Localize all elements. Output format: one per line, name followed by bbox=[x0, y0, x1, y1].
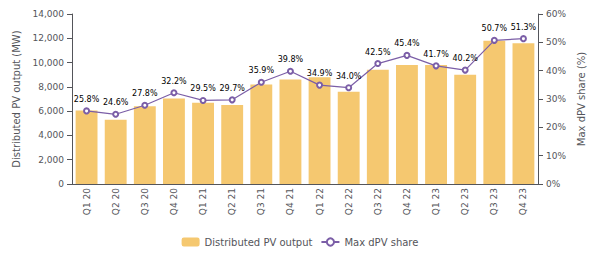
svg-text:35.9%: 35.9% bbox=[249, 66, 275, 75]
svg-text:30%: 30% bbox=[546, 94, 566, 104]
svg-text:6,000: 6,000 bbox=[38, 106, 64, 116]
svg-text:50.7%: 50.7% bbox=[482, 24, 508, 33]
svg-text:42.5%: 42.5% bbox=[365, 48, 391, 57]
svg-text:40.2%: 40.2% bbox=[452, 54, 478, 63]
svg-text:27.8%: 27.8% bbox=[132, 89, 158, 98]
svg-text:Q3 22: Q3 22 bbox=[373, 188, 383, 215]
svg-text:40%: 40% bbox=[546, 66, 566, 76]
svg-text:34.9%: 34.9% bbox=[307, 69, 333, 78]
svg-text:50%: 50% bbox=[546, 37, 566, 47]
svg-text:Q2 20: Q2 20 bbox=[111, 188, 121, 215]
svg-text:29.7%: 29.7% bbox=[219, 84, 245, 93]
svg-text:Q3 21: Q3 21 bbox=[256, 188, 266, 215]
svg-text:25.8%: 25.8% bbox=[74, 95, 100, 104]
svg-text:Q2 23: Q2 23 bbox=[460, 188, 470, 215]
svg-text:Q3 23: Q3 23 bbox=[489, 188, 499, 215]
svg-text:Q1 20: Q1 20 bbox=[82, 188, 92, 215]
svg-text:Max dPV share: Max dPV share bbox=[344, 237, 418, 248]
svg-text:0%: 0% bbox=[546, 179, 561, 189]
svg-text:Q2 22: Q2 22 bbox=[344, 188, 354, 215]
svg-text:4,000: 4,000 bbox=[38, 130, 64, 140]
svg-text:Q1 22: Q1 22 bbox=[315, 188, 325, 215]
svg-text:Q4 22: Q4 22 bbox=[402, 188, 412, 215]
svg-text:34.0%: 34.0% bbox=[336, 72, 362, 81]
svg-text:10,000: 10,000 bbox=[33, 58, 65, 68]
svg-text:Q1 23: Q1 23 bbox=[431, 188, 441, 215]
svg-text:60%: 60% bbox=[546, 9, 566, 19]
svg-text:Q3 20: Q3 20 bbox=[140, 188, 150, 215]
svg-text:Q4 21: Q4 21 bbox=[285, 188, 295, 215]
svg-text:Max dPV share (%): Max dPV share (%) bbox=[576, 52, 587, 147]
svg-text:8,000: 8,000 bbox=[38, 82, 64, 92]
svg-text:12,000: 12,000 bbox=[33, 33, 65, 43]
svg-text:Q1 21: Q1 21 bbox=[198, 188, 208, 215]
svg-text:Q2 21: Q2 21 bbox=[227, 188, 237, 215]
svg-text:39.8%: 39.8% bbox=[278, 55, 304, 64]
svg-text:41.7%: 41.7% bbox=[423, 50, 449, 59]
svg-text:Q4 23: Q4 23 bbox=[518, 188, 528, 215]
svg-text:32.2%: 32.2% bbox=[161, 77, 187, 86]
svg-text:20%: 20% bbox=[546, 122, 566, 132]
svg-text:Distributed PV output: Distributed PV output bbox=[205, 237, 313, 248]
svg-text:Q4 20: Q4 20 bbox=[169, 188, 179, 215]
svg-text:51.3%: 51.3% bbox=[511, 23, 537, 32]
svg-text:14,000: 14,000 bbox=[33, 9, 65, 19]
svg-text:24.6%: 24.6% bbox=[103, 98, 129, 107]
svg-text:10%: 10% bbox=[546, 151, 566, 161]
svg-text:45.4%: 45.4% bbox=[394, 39, 420, 48]
svg-text:29.5%: 29.5% bbox=[190, 84, 216, 93]
svg-text:0: 0 bbox=[58, 179, 64, 189]
svg-text:2,000: 2,000 bbox=[38, 155, 64, 165]
svg-text:Distributed PV output (MW): Distributed PV output (MW) bbox=[11, 30, 22, 167]
